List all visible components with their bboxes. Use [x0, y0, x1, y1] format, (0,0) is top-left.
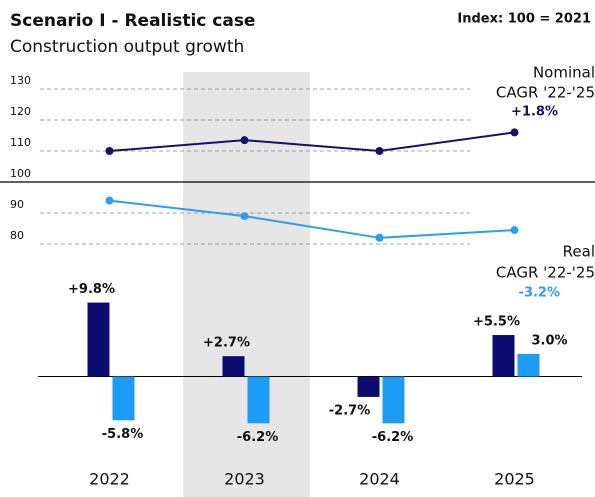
y-tick-label: 110 — [10, 136, 31, 149]
annotation-text: CAGR '22-'25 — [496, 84, 595, 102]
y-tick-label: 100 — [10, 167, 31, 180]
line — [109, 131, 515, 153]
point — [375, 147, 384, 155]
point — [105, 196, 114, 205]
value-label: +9.8% — [68, 282, 115, 297]
y-tick-label: 130 — [10, 74, 31, 87]
chart-subtitle: Construction output growth — [10, 37, 244, 57]
x-tick-label: 2023 — [224, 470, 265, 489]
x-tick-label: 2024 — [359, 470, 400, 489]
value-label: 3.0% — [531, 333, 567, 348]
index-note: Index: 100 = 2021 — [457, 12, 591, 27]
bar — [112, 376, 135, 421]
line — [109, 199, 515, 239]
point — [240, 212, 249, 221]
annotation-value: -3.2% — [519, 286, 560, 301]
bar — [382, 376, 405, 424]
value-label: +5.5% — [473, 315, 520, 330]
y-tick-label: 120 — [10, 105, 31, 118]
value-label: -6.2% — [237, 430, 278, 445]
x-tick-label: 2025 — [494, 470, 535, 489]
value-label: +2.7% — [203, 336, 250, 351]
point — [105, 147, 114, 155]
annotation-title: Real — [563, 243, 595, 261]
bar — [222, 356, 245, 377]
value-label: -5.8% — [102, 427, 143, 442]
y-tick-label: 90 — [10, 198, 24, 211]
x-tick-label: 2022 — [89, 470, 130, 489]
value-label: -2.7% — [329, 403, 370, 418]
annotation-text: CAGR '22-'25 — [496, 264, 595, 282]
chart-title: Scenario I - Realistic case — [10, 11, 255, 31]
point — [240, 136, 249, 145]
point — [510, 128, 519, 137]
bar — [492, 335, 515, 377]
point — [510, 226, 519, 235]
value-label: -6.2% — [372, 430, 413, 445]
bar — [517, 353, 540, 377]
y-tick-label: 80 — [10, 229, 24, 242]
annotation-title: Nominal — [533, 64, 595, 82]
bar — [357, 376, 380, 397]
annotation-value: +1.8% — [511, 105, 558, 120]
bar — [87, 302, 110, 377]
point — [375, 233, 384, 242]
bar — [247, 376, 270, 424]
